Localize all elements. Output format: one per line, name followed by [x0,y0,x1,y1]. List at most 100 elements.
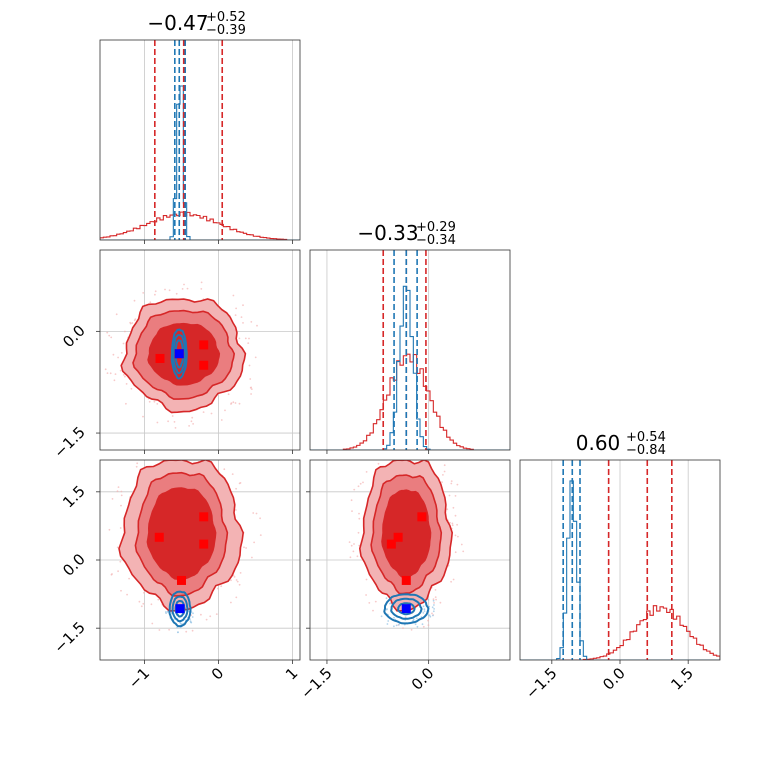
blue-sample-point [398,623,400,626]
red-sample-point [391,437,393,439]
red-sample-point [377,462,380,465]
red-sample-point [155,454,157,456]
red-sample-point [181,288,184,290]
blue-sample-point [412,618,415,621]
red-sample-point [412,446,414,448]
red-marker [155,353,165,363]
red-histogram [310,353,510,450]
red-sample-point [245,547,248,549]
red-sample-point [119,560,122,563]
red-sample-point [116,490,119,493]
red-sample-point [168,628,171,631]
red-sample-point [452,578,455,581]
red-sample-point [410,628,413,631]
red-marker [199,340,209,350]
red-sample-point [135,465,138,468]
red-sample-point [456,523,458,526]
red-sample-point [395,436,397,438]
red-sample-point [251,556,253,559]
blue-sample-point [385,608,388,611]
red-sample-point [427,619,429,622]
red-sample-point [450,482,453,485]
red-sample-point [168,289,171,292]
red-sample-point [224,409,226,412]
blue-sample-point [177,631,179,634]
red-sample-point [191,416,194,419]
red-sample-point [413,446,415,448]
red-sample-point [238,402,241,405]
red-sample-point [374,600,377,603]
red-sample-point [117,356,119,359]
param-title-plus: +0.54 [626,430,666,445]
red-sample-point [368,602,371,604]
red-sample-point [358,544,361,547]
red-sample-point [400,432,402,434]
red-sample-point [248,337,250,340]
red-sample-point [239,482,242,484]
blue-sample-point [176,626,179,629]
red-sample-point [122,374,125,376]
red-sample-point [443,470,446,473]
red-sample-point [420,453,422,455]
red-sample-point [450,580,452,583]
panel-2d [100,442,300,660]
red-sample-point [454,514,457,517]
red-sample-point [256,324,258,327]
red-sample-point [253,541,256,544]
red-sample-point [242,322,244,324]
red-sample-point [427,624,430,626]
red-sample-point [205,618,208,621]
blue-marker [174,349,184,359]
red-sample-point [462,550,465,553]
red-sample-point [120,352,123,354]
red-sample-point [153,400,156,403]
red-sample-point [239,572,242,574]
diag-frame [99,39,301,241]
blue-sample-point [415,617,418,620]
red-sample-point [190,442,192,444]
red-sample-point [125,402,127,405]
red-sample-point [236,580,239,583]
blue-contour [383,593,430,625]
red-sample-point [216,587,219,590]
red-contour [381,489,432,578]
red-marker [176,575,186,585]
red-sample-point [146,444,148,446]
red-sample-point [435,598,437,601]
blue-sample-point [431,606,434,609]
red-marker [417,512,427,522]
red-sample-point [359,482,362,485]
red-sample-point [460,543,463,546]
red-sample-point [451,522,454,525]
red-sample-point [188,425,191,427]
red-sample-point [142,292,145,294]
blue-sample-point [427,599,430,601]
red-sample-point [154,290,157,293]
red-sample-point [200,613,202,616]
red-sample-point [357,531,360,534]
red-sample-point [434,589,437,591]
red-histogram [100,211,300,240]
y-tick-label: 0.0 [59,550,89,580]
red-sample-point [441,481,443,483]
red-sample-point [412,456,414,458]
red-sample-point [151,622,154,625]
red-sample-point [250,393,253,395]
red-sample-point [235,307,238,310]
red-sample-point [231,473,234,475]
red-marker [386,539,396,549]
red-sample-point [439,601,442,604]
blue-histogram [100,85,300,240]
param-title-minus: −0.34 [416,233,456,248]
red-sample-point [133,299,136,302]
red-sample-point [131,322,134,324]
blue-contour [396,602,416,616]
red-sample-point [227,393,230,396]
red-sample-point [104,368,107,371]
red-sample-point [434,596,437,598]
red-sample-point [174,427,177,429]
red-sample-point [243,546,245,549]
red-sample-point [407,443,409,445]
blue-sample-point [380,615,383,618]
